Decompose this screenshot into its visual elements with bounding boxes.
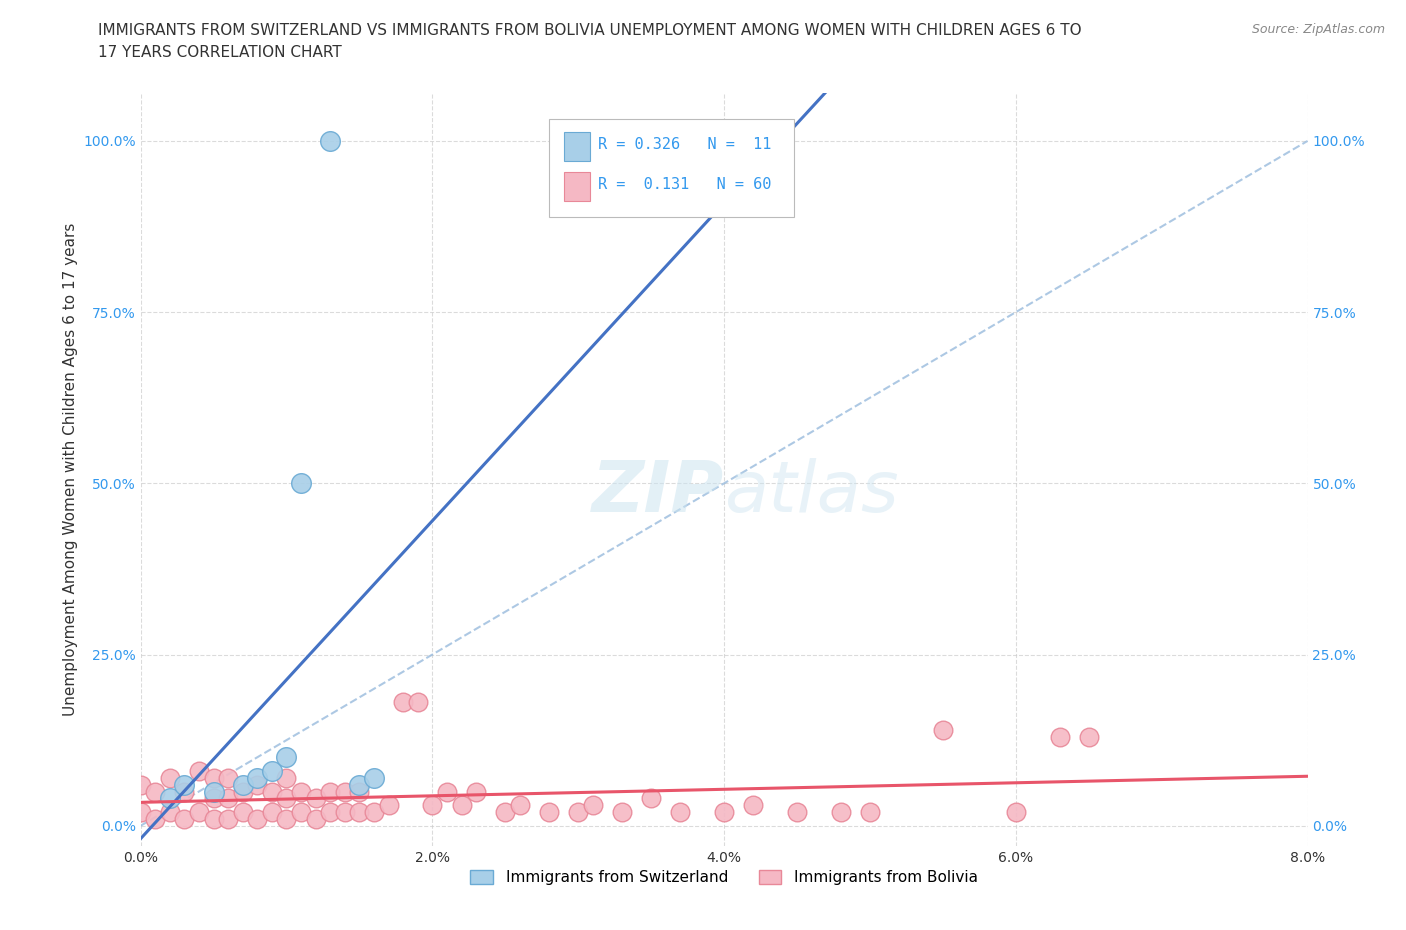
Point xyxy=(349,777,371,792)
Point xyxy=(202,790,225,805)
Text: IMMIGRANTS FROM SWITZERLAND VS IMMIGRANTS FROM BOLIVIA UNEMPLOYMENT AMONG WOMEN : IMMIGRANTS FROM SWITZERLAND VS IMMIGRANT… xyxy=(98,23,1083,38)
Point xyxy=(159,790,181,805)
Point xyxy=(202,784,225,799)
Point xyxy=(173,784,195,799)
Point xyxy=(290,476,312,491)
Point xyxy=(129,777,152,792)
Point xyxy=(610,804,633,819)
FancyBboxPatch shape xyxy=(564,172,591,201)
Point xyxy=(305,812,328,827)
Point xyxy=(188,764,211,778)
Point xyxy=(319,784,342,799)
Point xyxy=(333,804,356,819)
Point xyxy=(202,770,225,785)
Point xyxy=(932,723,955,737)
Point xyxy=(202,812,225,827)
Point xyxy=(217,770,239,785)
Point xyxy=(290,804,312,819)
Point xyxy=(363,770,385,785)
Point xyxy=(217,812,239,827)
Point xyxy=(276,812,298,827)
Text: ZIP: ZIP xyxy=(592,458,724,526)
Point xyxy=(859,804,882,819)
Point xyxy=(786,804,808,819)
Point xyxy=(173,777,195,792)
Point xyxy=(406,695,429,710)
Point xyxy=(129,804,152,819)
Text: R = 0.326   N =  11: R = 0.326 N = 11 xyxy=(598,138,772,153)
Point xyxy=(509,798,531,813)
Point xyxy=(319,804,342,819)
Point xyxy=(305,790,328,805)
Point xyxy=(450,798,472,813)
Point xyxy=(363,804,385,819)
Point xyxy=(582,798,605,813)
Point xyxy=(290,784,312,799)
Point xyxy=(260,804,283,819)
Point xyxy=(349,784,371,799)
Point xyxy=(1005,804,1028,819)
Point xyxy=(830,804,852,819)
Point xyxy=(392,695,415,710)
Text: Source: ZipAtlas.com: Source: ZipAtlas.com xyxy=(1251,23,1385,36)
Point xyxy=(1049,729,1071,744)
Point xyxy=(436,784,458,799)
Point xyxy=(260,764,283,778)
Point xyxy=(246,777,269,792)
Point xyxy=(159,804,181,819)
Point xyxy=(260,784,283,799)
Point xyxy=(377,798,399,813)
Text: atlas: atlas xyxy=(724,458,898,526)
Point xyxy=(567,804,589,819)
Point xyxy=(333,784,356,799)
Point xyxy=(143,784,166,799)
Point xyxy=(422,798,444,813)
Point xyxy=(538,804,561,819)
Point xyxy=(232,777,254,792)
Point xyxy=(494,804,516,819)
Point xyxy=(217,790,239,805)
Legend: Immigrants from Switzerland, Immigrants from Bolivia: Immigrants from Switzerland, Immigrants … xyxy=(464,864,984,891)
Point xyxy=(159,770,181,785)
Point xyxy=(713,804,735,819)
Point xyxy=(246,812,269,827)
Text: 17 YEARS CORRELATION CHART: 17 YEARS CORRELATION CHART xyxy=(98,45,342,60)
Point xyxy=(1077,729,1099,744)
Point xyxy=(173,812,195,827)
Point xyxy=(143,812,166,827)
Point xyxy=(232,784,254,799)
Point xyxy=(742,798,765,813)
Point xyxy=(188,804,211,819)
Point xyxy=(465,784,488,799)
Point xyxy=(640,790,662,805)
FancyBboxPatch shape xyxy=(548,119,794,218)
Point xyxy=(319,134,342,149)
Point xyxy=(276,770,298,785)
Point xyxy=(276,750,298,764)
Y-axis label: Unemployment Among Women with Children Ages 6 to 17 years: Unemployment Among Women with Children A… xyxy=(62,223,77,716)
FancyBboxPatch shape xyxy=(564,132,591,161)
Point xyxy=(669,804,692,819)
Point xyxy=(246,770,269,785)
Point xyxy=(276,790,298,805)
Text: R =  0.131   N = 60: R = 0.131 N = 60 xyxy=(598,178,772,193)
Point xyxy=(349,804,371,819)
Point xyxy=(232,804,254,819)
